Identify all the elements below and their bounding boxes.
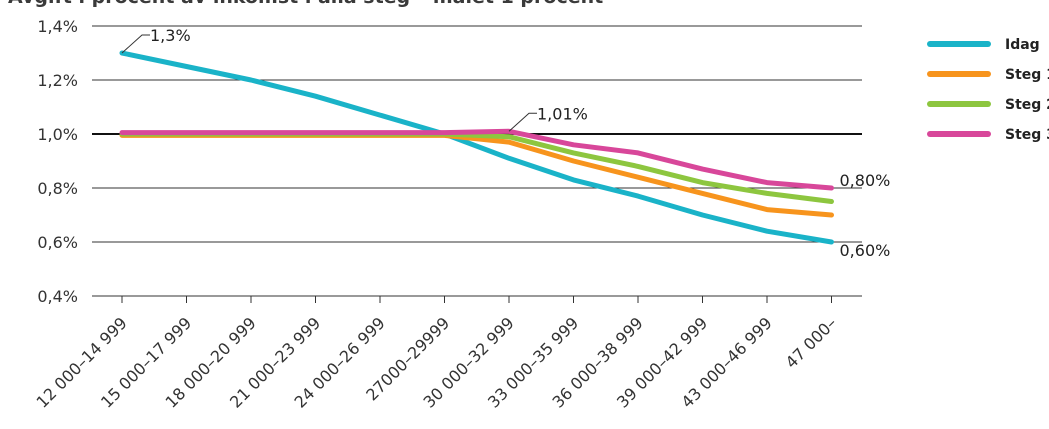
data-label: 1,01%	[537, 104, 588, 123]
callout-leader	[508, 112, 537, 132]
legend-label: Steg 3	[1005, 127, 1049, 143]
y-tick-label: 0,8%	[37, 179, 78, 198]
callout-leader	[121, 34, 150, 54]
chart-title: Avgift i procent av inkomst i alla steg …	[8, 0, 603, 8]
legend-label: Steg 1	[1005, 67, 1049, 83]
series-line-steg-3	[119, 128, 834, 191]
end-label: 0,60%	[840, 241, 891, 260]
y-tick-label: 1,0%	[37, 125, 78, 144]
data-label: 1,3%	[150, 26, 191, 45]
legend-label: Steg 2	[1005, 97, 1049, 113]
legend-label: Idag	[1005, 37, 1040, 53]
y-tick-label: 1,2%	[37, 71, 78, 90]
series-line-idag	[119, 50, 834, 245]
y-tick-label: 0,4%	[37, 287, 78, 306]
x-axis	[121, 296, 832, 303]
data-labels: 0,4%0,6%0,8%1,0%1,2%1,4%12 000–14 99915 …	[33, 17, 891, 412]
series-lines	[119, 50, 834, 245]
legend: Idag Steg 1 Steg 2 Steg 3	[927, 37, 1049, 143]
y-tick-label: 1,4%	[37, 17, 78, 36]
end-label: 0,80%	[840, 171, 891, 190]
y-tick-label: 0,6%	[37, 233, 78, 252]
x-tick-label: 47 000–	[782, 313, 841, 372]
gridlines	[92, 25, 862, 297]
